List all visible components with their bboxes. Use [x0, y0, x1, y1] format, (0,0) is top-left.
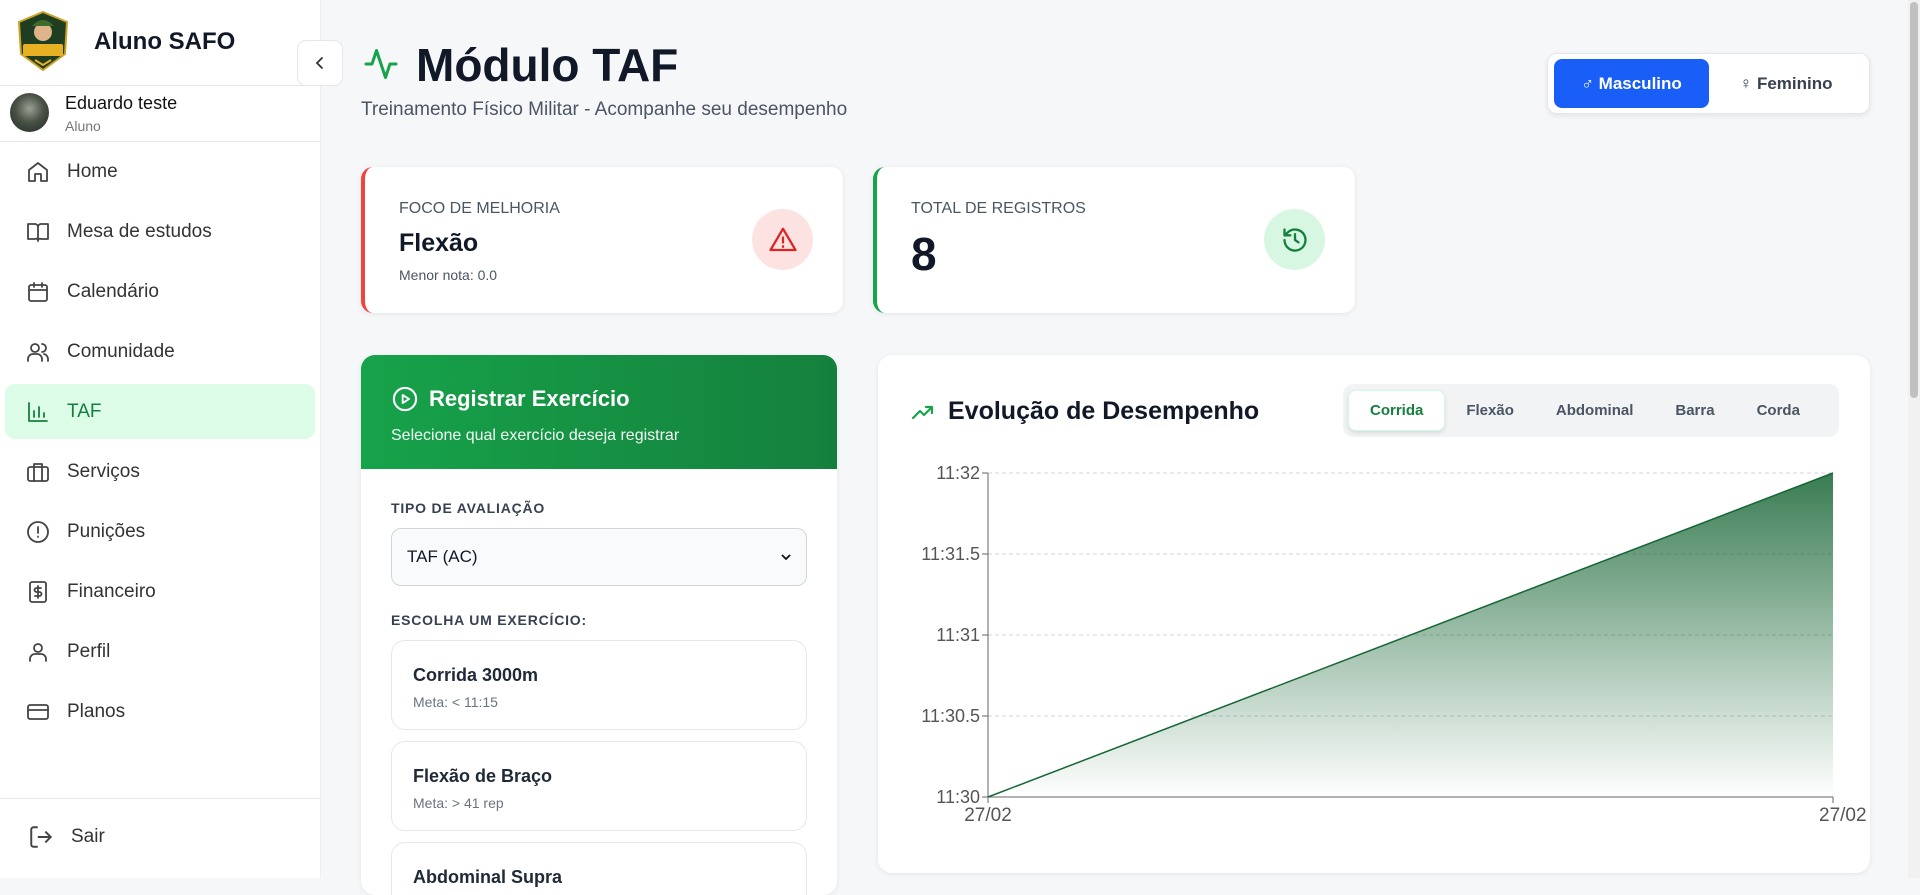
sidebar-item-calendario[interactable]: Calendário: [5, 264, 315, 319]
exercise-meta: Meta: > 41 rep: [413, 795, 504, 811]
focus-value: Flexão: [399, 229, 479, 257]
divider: [0, 798, 320, 799]
tab-barra[interactable]: Barra: [1675, 402, 1715, 419]
briefcase-icon: [27, 462, 49, 482]
register-title: Registrar Exercício: [429, 386, 630, 411]
performance-chart: 11:30 11:30.5 11:31 11:31.5 11:32 27/02 27/02: [921, 463, 1867, 826]
warning-icon: [752, 209, 813, 270]
sidebar-item-taf[interactable]: TAF: [5, 384, 315, 439]
sidebar-item-punicoes[interactable]: Punições: [5, 504, 315, 559]
collapse-sidebar-button[interactable]: [297, 40, 343, 86]
sidebar-item-perfil[interactable]: Perfil: [5, 624, 315, 679]
logout-label: Sair: [71, 826, 105, 847]
sidebar-nav: Home Mesa de estudos Calendário Comunida…: [5, 144, 315, 744]
calendar-icon: [28, 281, 48, 302]
eval-type-select[interactable]: TAF (AC): [391, 528, 807, 586]
exercise-option[interactable]: Abdominal Supra: [391, 842, 807, 895]
total-label: TOTAL DE REGISTROS: [911, 200, 1086, 217]
sidebar-item-label: TAF: [67, 400, 102, 422]
register-subtitle: Selecione qual exercício deseja registra…: [391, 427, 680, 444]
y-tick-label: 11:30: [936, 787, 980, 807]
dollar-icon: [29, 580, 47, 603]
sidebar-item-label: Home: [67, 160, 118, 182]
gender-masculino-button[interactable]: ♂ Masculino: [1554, 59, 1709, 108]
scrollbar-thumb[interactable]: [1910, 2, 1918, 398]
register-exercise-card: Registrar Exercício Selecione qual exerc…: [361, 355, 837, 895]
page-title: Módulo TAF: [416, 39, 679, 91]
series-line: [987, 472, 1834, 798]
tab-corrida[interactable]: Corrida: [1348, 390, 1446, 431]
trending-up-icon: [911, 405, 934, 419]
divider: [0, 85, 320, 86]
x-tick-label: 27/02: [1819, 805, 1867, 826]
eval-type-value: TAF (AC): [407, 547, 478, 566]
sidebar-item-financeiro[interactable]: Financeiro: [5, 564, 315, 619]
play-circle-icon: [392, 386, 418, 412]
performance-title: Evolução de Desempenho: [948, 397, 1260, 425]
exercise-tabs: Corrida Flexão Abdominal Barra Corda: [1343, 384, 1839, 437]
logout-icon: [30, 826, 53, 848]
credit-card-icon: [27, 703, 49, 720]
gender-toggle: ♂ Masculino ♀ Feminino: [1547, 53, 1870, 114]
brand-name: Aluno SAFO: [94, 28, 236, 55]
focus-note: Menor nota: 0.0: [399, 267, 498, 283]
performance-card: Evolução de Desempenho Corrida Flexão Ab…: [878, 355, 1870, 873]
sidebar-item-label: Planos: [67, 700, 126, 722]
total-stat-card: TOTAL DE REGISTROS 8: [873, 167, 1355, 313]
logout-button[interactable]: Sair: [28, 824, 105, 850]
exercise-option[interactable]: Flexão de Braço Meta: > 41 rep: [391, 741, 807, 831]
eval-type-label: TIPO DE AVALIAÇÃO: [391, 500, 546, 516]
tab-abdominal[interactable]: Abdominal: [1555, 402, 1634, 419]
y-tick-label: 11:32: [936, 463, 980, 483]
logo: [17, 10, 69, 72]
x-tick-label: 27/02: [964, 805, 1012, 826]
exercise-meta: Meta: < 11:15: [413, 694, 498, 710]
y-tick-label: 11:31: [936, 625, 980, 645]
choose-exercise-label: ESCOLHA UM EXERCÍCIO:: [391, 612, 587, 628]
user-name: Eduardo teste: [65, 93, 178, 113]
focus-stat-card: FOCO DE MELHORIA Flexão Menor nota: 0.0: [361, 167, 843, 313]
sidebar: Aluno SAFO Eduardo teste Aluno Home Mesa…: [0, 0, 343, 878]
chevron-left-icon: [315, 57, 323, 69]
exercise-name: Corrida 3000m: [413, 665, 539, 685]
sidebar-item-label: Comunidade: [67, 340, 175, 362]
y-tick-label: 11:31.5: [921, 544, 980, 564]
register-header: Registrar Exercício Selecione qual exerc…: [361, 355, 837, 469]
y-tick-label: 11:30.5: [921, 706, 980, 726]
user-role: Aluno: [65, 118, 101, 134]
exercise-name: Flexão de Braço: [413, 766, 553, 786]
tab-flexao[interactable]: Flexão: [1466, 402, 1514, 419]
sidebar-item-home[interactable]: Home: [5, 144, 315, 199]
gender-feminino-button[interactable]: ♀ Feminino: [1739, 73, 1833, 93]
total-value: 8: [911, 228, 937, 280]
sidebar-item-planos[interactable]: Planos: [5, 684, 315, 739]
sidebar-item-servicos[interactable]: Serviços: [5, 444, 315, 499]
book-icon: [27, 222, 49, 242]
alert-circle-icon: [27, 520, 49, 543]
sidebar-item-label: Perfil: [67, 640, 111, 662]
divider: [0, 141, 320, 142]
exercise-option[interactable]: Corrida 3000m Meta: < 11:15: [391, 640, 807, 730]
sidebar-item-comunidade[interactable]: Comunidade: [5, 324, 315, 379]
chevron-down-icon: [781, 554, 791, 561]
sidebar-item-label: Financeiro: [67, 580, 156, 602]
scrollbar[interactable]: [1908, 0, 1920, 878]
home-icon: [28, 161, 48, 182]
sidebar-item-label: Calendário: [67, 280, 159, 302]
user-icon: [29, 642, 47, 662]
sidebar-item-mesa-de-estudos[interactable]: Mesa de estudos: [5, 204, 315, 259]
sidebar-item-label: Mesa de estudos: [67, 220, 212, 242]
users-icon: [27, 342, 49, 362]
bar-chart-icon: [28, 401, 48, 422]
history-icon: [1264, 209, 1325, 270]
sidebar-item-label: Serviços: [67, 460, 140, 482]
page-subtitle: Treinamento Físico Militar - Acompanhe s…: [361, 99, 848, 120]
focus-label: FOCO DE MELHORIA: [399, 200, 560, 217]
activity-icon: [364, 49, 398, 79]
sidebar-item-label: Punições: [67, 520, 146, 542]
tab-corda[interactable]: Corda: [1756, 402, 1800, 419]
avatar[interactable]: [10, 93, 49, 132]
